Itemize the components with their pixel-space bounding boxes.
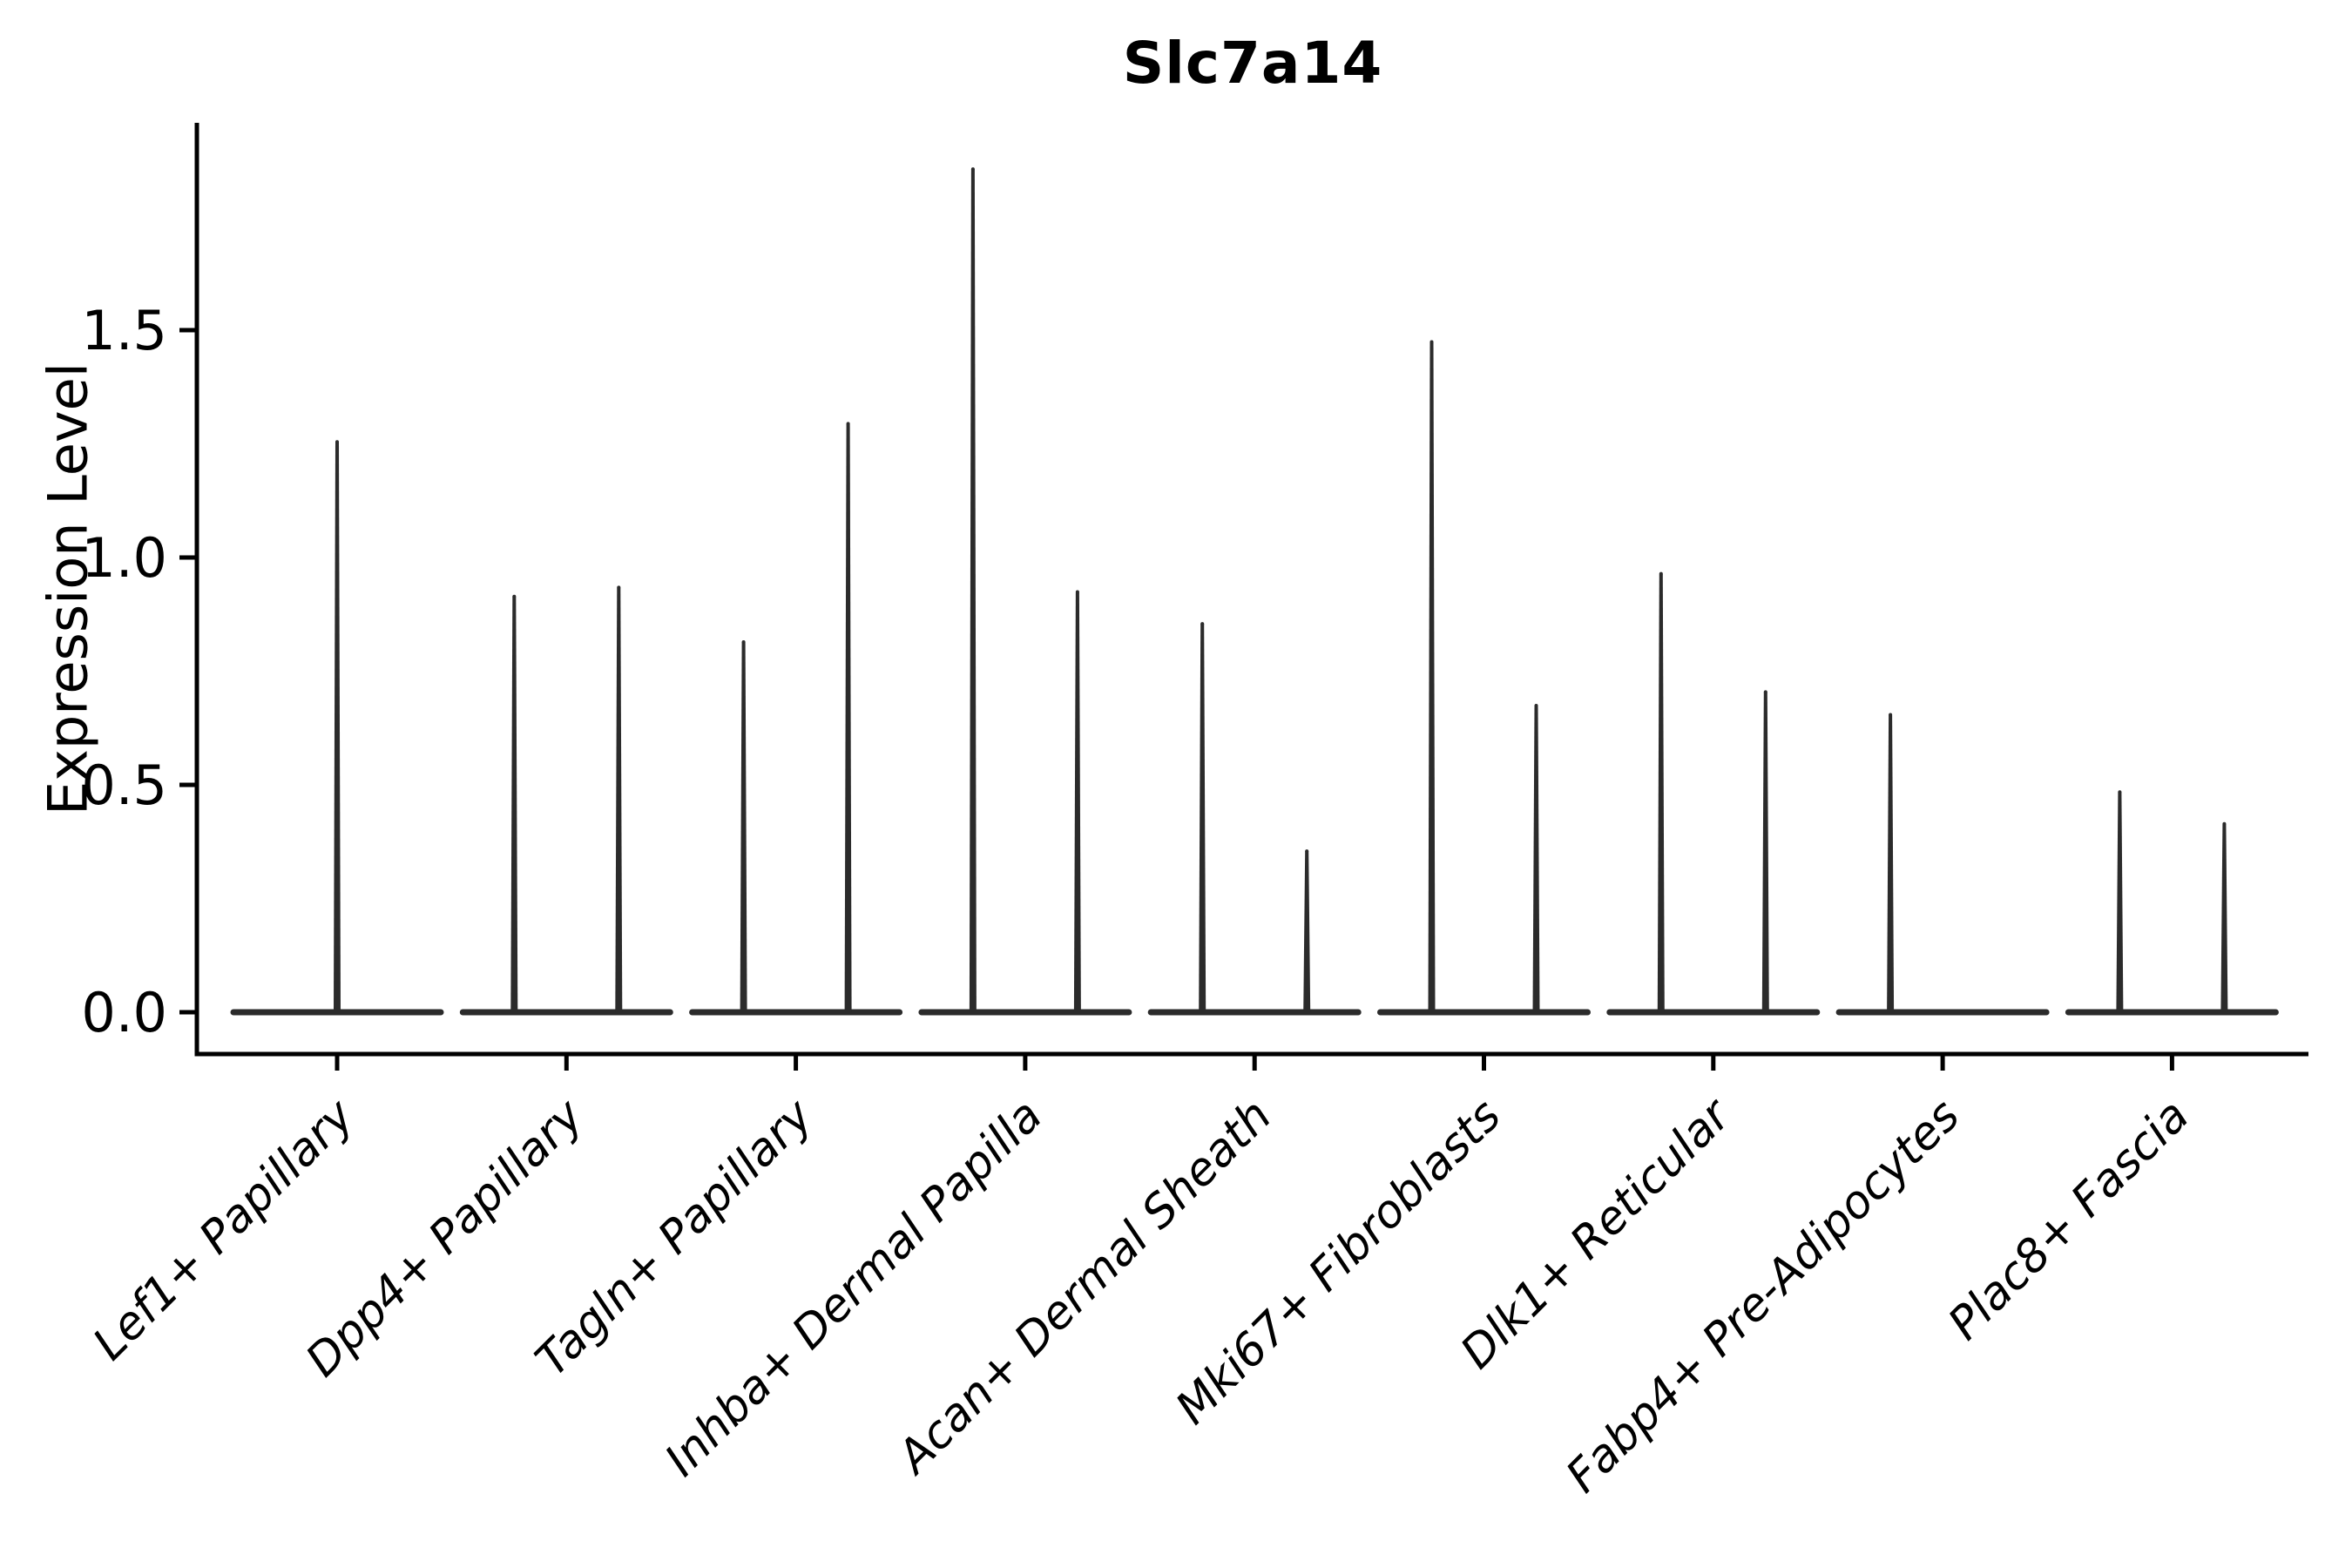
violin-spike — [1303, 851, 1311, 1012]
y-tick-label: 0.5 — [81, 754, 167, 817]
violin-spike — [615, 587, 623, 1012]
violin-spike — [740, 641, 747, 1012]
x-tick-label: Fabp4+ Pre-Adipocytes — [1557, 1090, 1970, 1504]
violin-spike — [1657, 573, 1665, 1012]
violin-spike-tip — [846, 422, 850, 426]
violin-spike-tip — [1534, 704, 1538, 708]
y-tick-label: 0.0 — [81, 981, 167, 1044]
x-tick-label: Inhba+ Dermal Papilla — [655, 1090, 1052, 1487]
violin-spike — [1428, 341, 1436, 1012]
x-tick-label: Plac8+ Fascia — [1938, 1090, 2199, 1350]
violin-spike-tip — [1200, 622, 1205, 626]
violin-spike-tip — [2118, 790, 2122, 794]
violin-spike-tip — [970, 167, 975, 172]
violin-spike — [1887, 714, 1895, 1012]
violin-spike-tip — [1659, 571, 1663, 576]
violin-spike-tip — [1305, 849, 1309, 854]
violin-spike-tip — [1889, 713, 1893, 717]
violin-spike — [2220, 823, 2228, 1012]
violin-spike-tip — [1763, 690, 1767, 694]
y-tick-label: 1.5 — [81, 299, 167, 362]
y-tick-label: 1.0 — [81, 526, 167, 590]
violin-spike — [1761, 692, 1769, 1012]
violin-spike-tip — [335, 440, 339, 444]
violin-spike — [844, 423, 852, 1012]
violin-spike-tip — [617, 585, 621, 590]
violin-spike — [1199, 624, 1206, 1012]
violin-spike — [2116, 792, 2124, 1012]
chart-title: Slc7a14 — [1122, 30, 1383, 97]
violin-spike-tip — [1429, 340, 1434, 344]
violin-spike-tip — [2222, 821, 2227, 826]
violin-spike — [1532, 706, 1540, 1012]
violin-spike — [969, 169, 977, 1012]
x-tick-label: Acan+ Dermal Sheath — [886, 1090, 1281, 1485]
violin-spike-tip — [1075, 590, 1079, 594]
violin-spike — [510, 596, 518, 1012]
violin-spike — [1073, 591, 1081, 1012]
violin-spike — [334, 442, 341, 1012]
violin-spike-tip — [741, 639, 746, 644]
violin-spike-tip — [512, 594, 517, 598]
